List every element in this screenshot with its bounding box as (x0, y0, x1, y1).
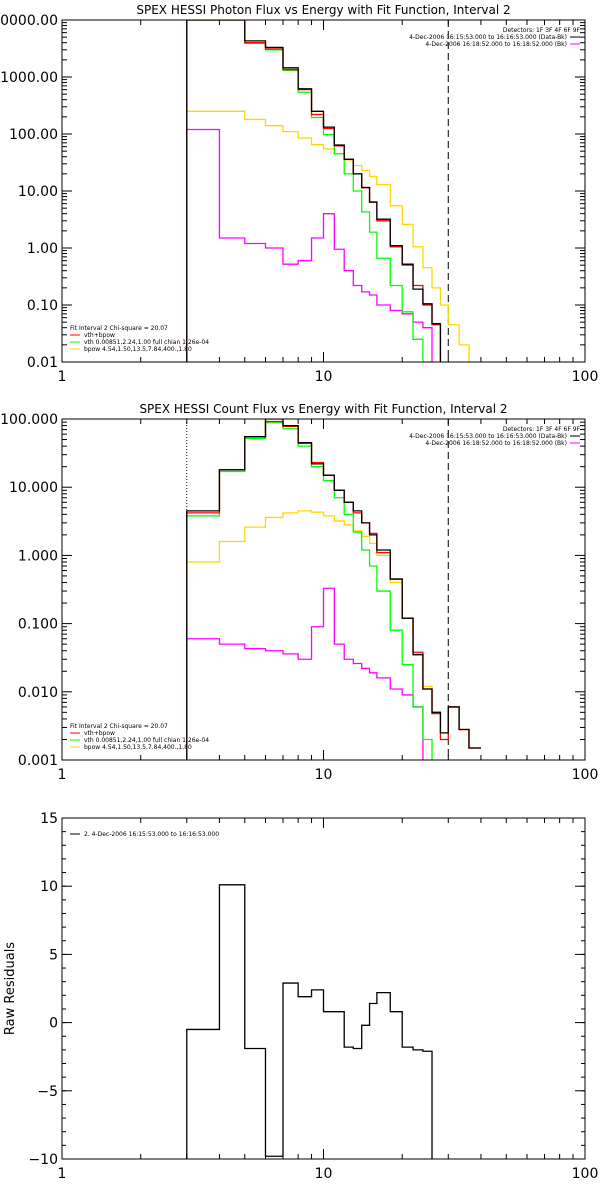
x-tick-label: 100 (572, 767, 599, 783)
legend-entry-3: bpow 4.54,1.50,13.5,7.84,400.,1.80 (84, 346, 192, 353)
legend-entry-1: vth+bpow (84, 730, 115, 737)
x-tick-label: 1 (58, 767, 67, 783)
y-tick-label: 0 (49, 1016, 58, 1032)
y-tick-label: 100.000 (0, 412, 58, 428)
legend-entry-2: vth 0.00851,2.24,1.00 full chian 1.26e-0… (84, 737, 209, 744)
legend-entry-0: Fit Interval 2 Chi-square = 20.07 (70, 723, 168, 730)
y-axis-label: Raw Residuals (3, 942, 18, 1035)
legend-entry-3: bpow 4.54,1.50,13.5,7.84,400.,1.80 (84, 744, 192, 751)
axes-frame (61, 817, 586, 1160)
y-tick-label: 1.000 (18, 548, 58, 564)
y-tick-label: 0000.00 (0, 13, 58, 29)
series-data (186, 419, 481, 760)
axes-frame (61, 418, 586, 761)
y-tick-label: 0.010 (18, 685, 58, 701)
y-tick-label: 1000.00 (0, 70, 58, 86)
y-tick-label: 10.00 (18, 184, 58, 200)
series-data (186, 20, 442, 362)
x-tick-label: 100 (572, 369, 599, 385)
chart-title: SPEX HESSI Photon Flux vs Energy with Fi… (136, 3, 510, 17)
axes-frame (61, 19, 586, 363)
header-entry-1: 4-Dec-2006 16:15:53.000 to 16:16:53.000 … (409, 34, 567, 41)
x-tick-label: 1 (58, 369, 67, 385)
legend-entry-1: vth+bpow (84, 332, 115, 339)
legend-entry-0: 2. 4-Dec-2006 16:15:53.000 to 16:16:53.0… (84, 831, 219, 838)
y-tick-label: 10.000 (9, 480, 58, 496)
x-tick-label: 10 (315, 369, 333, 385)
header-entry-2: 4-Dec-2006 16:18:52.000 to 16:18:52.000 … (425, 440, 567, 447)
header-entry-0: Detectors: 1F 3F 4F 6F 9F (503, 426, 581, 433)
header-entry-2: 4-Dec-2006 16:18:52.000 to 16:18:52.000 … (425, 41, 567, 48)
series-background (186, 128, 433, 362)
x-tick-label: 100 (572, 1166, 599, 1182)
header-entry-1: 4-Dec-2006 16:15:53.000 to 16:16:53.000 … (409, 433, 567, 440)
y-tick-label: 100.00 (9, 127, 58, 143)
x-tick-label: 10 (315, 1166, 333, 1182)
y-tick-label: 15 (40, 811, 58, 827)
x-tick-label: 1 (58, 1166, 67, 1182)
x-tick-label: 10 (315, 767, 333, 783)
y-tick-label: −10 (28, 1152, 58, 1168)
series-vth (186, 20, 424, 362)
y-tick-label: 1.00 (27, 241, 58, 257)
legend-entry-2: vth 0.00851,2.24,1.00 full chian 1.26e-0… (84, 339, 209, 346)
series-background (186, 587, 424, 760)
y-tick-label: −5 (37, 1084, 58, 1100)
y-tick-label: 0.10 (27, 298, 58, 314)
legend-entry-0: Fit Interval 2 Chi-square = 20.07 (70, 325, 168, 332)
header-entry-0: Detectors: 1F 3F 4F 6F 9F (503, 27, 581, 34)
series-bpow (186, 110, 470, 362)
series-residuals (186, 884, 433, 1159)
y-tick-label: 0.01 (27, 355, 58, 371)
y-tick-label: 0.100 (18, 617, 58, 633)
series-vth (186, 422, 433, 760)
y-tick-label: 5 (49, 947, 58, 963)
y-tick-label: 10 (40, 879, 58, 895)
chart-title: SPEX HESSI Count Flux vs Energy with Fit… (139, 402, 507, 416)
y-tick-label: 0.001 (18, 753, 58, 769)
